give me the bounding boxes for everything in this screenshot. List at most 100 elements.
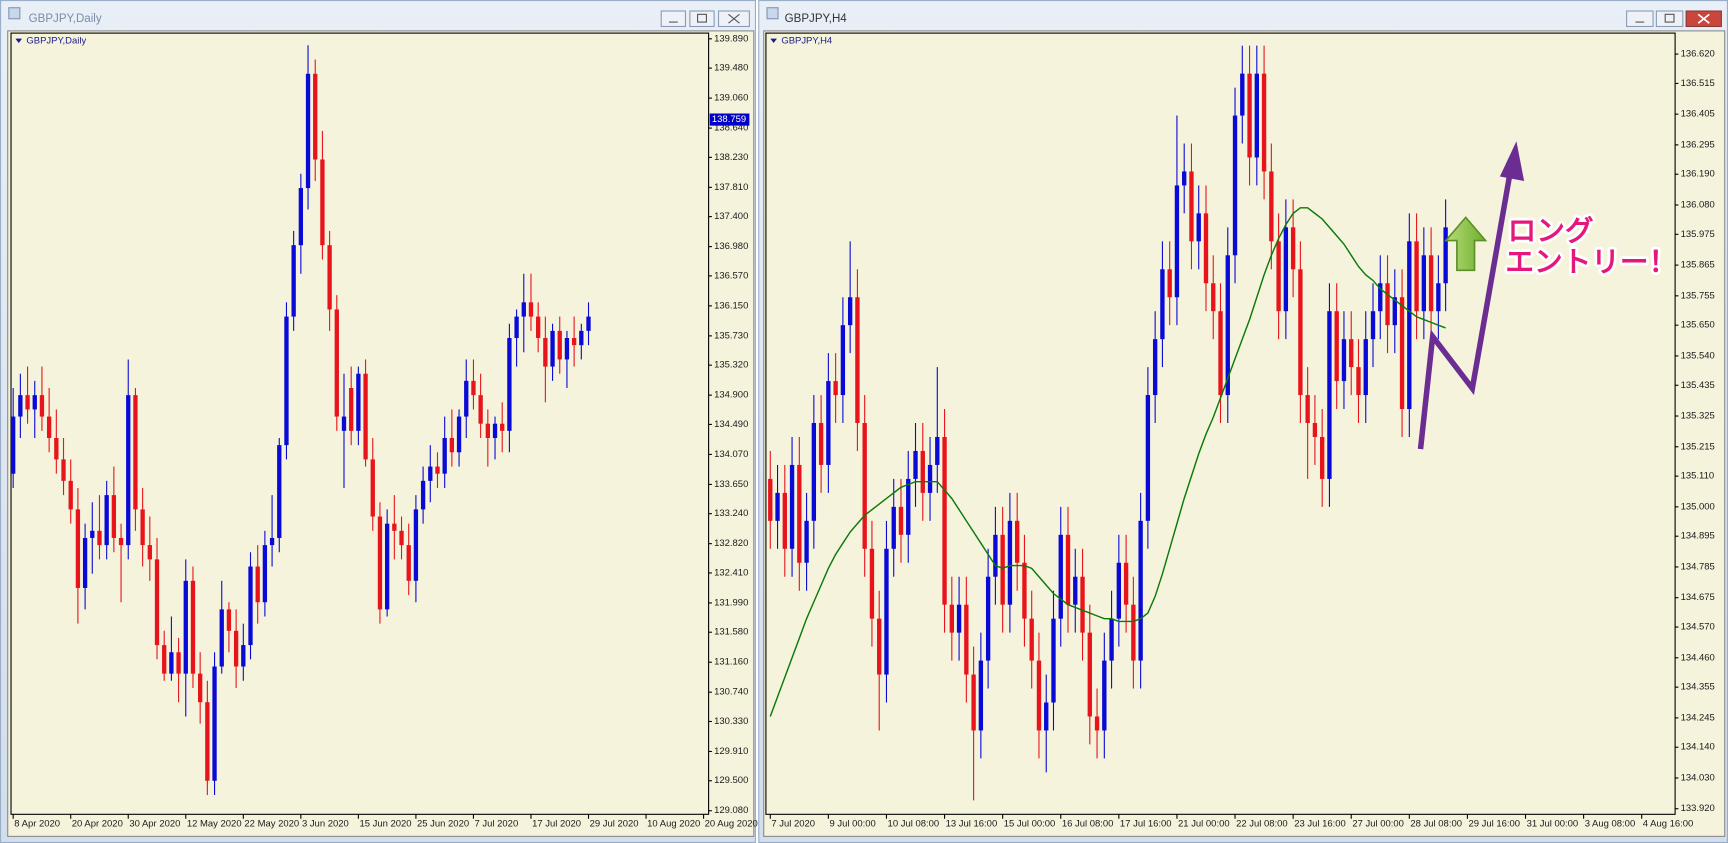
candle-body xyxy=(1247,73,1252,158)
candle-body xyxy=(1356,367,1361,396)
candle-body xyxy=(862,423,867,549)
candle-body xyxy=(471,380,476,396)
candle-body xyxy=(1036,660,1042,731)
y-tick-label: 133.240 xyxy=(714,508,748,519)
candle-body xyxy=(956,604,962,633)
y-tick-label: 137.400 xyxy=(714,211,748,222)
close-icon xyxy=(728,13,740,24)
minimize-button[interactable] xyxy=(660,10,687,28)
y-tick-label: 136.190 xyxy=(1681,169,1715,180)
candle-body xyxy=(1276,241,1281,312)
x-tick-label: 15 Jun 2020 xyxy=(359,819,411,830)
candle-body xyxy=(456,416,462,453)
candle-body xyxy=(90,530,95,538)
x-tick-label: 12 May 2020 xyxy=(187,819,242,830)
candle-body xyxy=(811,423,817,521)
candle-body xyxy=(855,297,860,424)
restore-button[interactable] xyxy=(689,10,715,28)
x-tick-label: 3 Jun 2020 xyxy=(302,819,349,830)
y-tick-label: 129.500 xyxy=(714,775,748,786)
minimize-button[interactable] xyxy=(1626,10,1654,28)
candle-body xyxy=(1399,297,1405,410)
x-tick-label: 23 Jul 16:00 xyxy=(1294,819,1346,830)
candle-body xyxy=(140,509,145,546)
candle-body xyxy=(327,245,332,310)
candle-body xyxy=(356,373,361,431)
candle-body xyxy=(579,330,584,346)
candle-body xyxy=(449,437,455,453)
candle-body xyxy=(833,381,838,396)
y-tick-label: 132.820 xyxy=(714,538,748,549)
candle-body xyxy=(789,464,795,549)
candle-body xyxy=(1319,436,1325,479)
candle-body xyxy=(1218,311,1223,396)
y-tick-label: 134.245 xyxy=(1681,712,1715,723)
candle-body xyxy=(898,506,904,535)
window-icon xyxy=(766,7,779,20)
candle-body xyxy=(1407,241,1412,410)
entry-arrowhead xyxy=(1499,141,1525,181)
candle-body xyxy=(320,159,325,246)
candle-body xyxy=(118,537,124,546)
candle-body xyxy=(1298,269,1303,396)
candle-body xyxy=(219,609,224,667)
candle-body xyxy=(1152,339,1158,396)
x-tick-label: 22 Jul 08:00 xyxy=(1236,819,1288,830)
candle-body xyxy=(1414,241,1419,312)
candle-body xyxy=(521,302,526,317)
y-tick-label: 134.355 xyxy=(1681,682,1715,693)
candle-body xyxy=(913,450,918,479)
candle-body xyxy=(1385,283,1390,326)
y-tick-label: 133.650 xyxy=(714,479,748,490)
candle-body xyxy=(1138,520,1143,661)
x-tick-label: 27 Jul 00:00 xyxy=(1352,819,1404,830)
candle-body xyxy=(464,380,469,417)
candle-body xyxy=(1065,534,1071,605)
entry-path xyxy=(1417,173,1513,450)
annotation-text: ロング xyxy=(1508,215,1594,247)
candle-body xyxy=(384,523,390,610)
candle-body xyxy=(782,492,787,549)
candle-body xyxy=(1109,618,1114,661)
y-tick-label: 129.080 xyxy=(714,805,748,816)
window-daily: GBPJPY,Daily xyxy=(0,0,756,843)
candle-body xyxy=(413,509,419,581)
y-tick-label: 134.900 xyxy=(714,390,748,401)
candle-body xyxy=(1051,618,1056,703)
candle-body xyxy=(1283,227,1289,312)
y-tick-label: 130.740 xyxy=(714,687,748,698)
candle-body xyxy=(1182,171,1187,186)
y-tick-label: 136.080 xyxy=(1681,199,1715,210)
x-tick-label: 17 Jul 2020 xyxy=(532,819,581,830)
candle-body xyxy=(1269,171,1274,242)
y-tick-label: 135.110 xyxy=(1681,471,1715,482)
candle-body xyxy=(1014,520,1020,563)
candle-body xyxy=(818,423,824,465)
y-tick-label: 136.515 xyxy=(1681,78,1715,89)
candle-body xyxy=(1000,534,1005,605)
candle-body xyxy=(557,330,562,360)
candle-body xyxy=(1312,423,1318,437)
candle-body xyxy=(942,436,947,605)
candle-body xyxy=(75,509,81,588)
candle-body xyxy=(1341,339,1347,382)
candle-body xyxy=(39,395,45,417)
candle-body xyxy=(507,338,512,431)
candle-body xyxy=(420,480,426,510)
candle-body xyxy=(392,523,397,531)
y-tick-label: 134.675 xyxy=(1681,592,1715,603)
candle-body xyxy=(248,566,253,646)
x-tick-label: 25 Jun 2020 xyxy=(417,819,469,830)
candle-body xyxy=(428,466,433,481)
candle-body xyxy=(1254,73,1259,158)
moving-average xyxy=(769,207,1446,717)
x-tick-label: 10 Jul 08:00 xyxy=(888,819,940,830)
candle-body xyxy=(1261,73,1267,172)
restore-button[interactable] xyxy=(1655,10,1684,28)
y-tick-label: 139.890 xyxy=(714,33,748,44)
plot-frame xyxy=(765,32,1676,815)
candle-body xyxy=(1058,534,1063,619)
candle-body xyxy=(1073,576,1078,605)
